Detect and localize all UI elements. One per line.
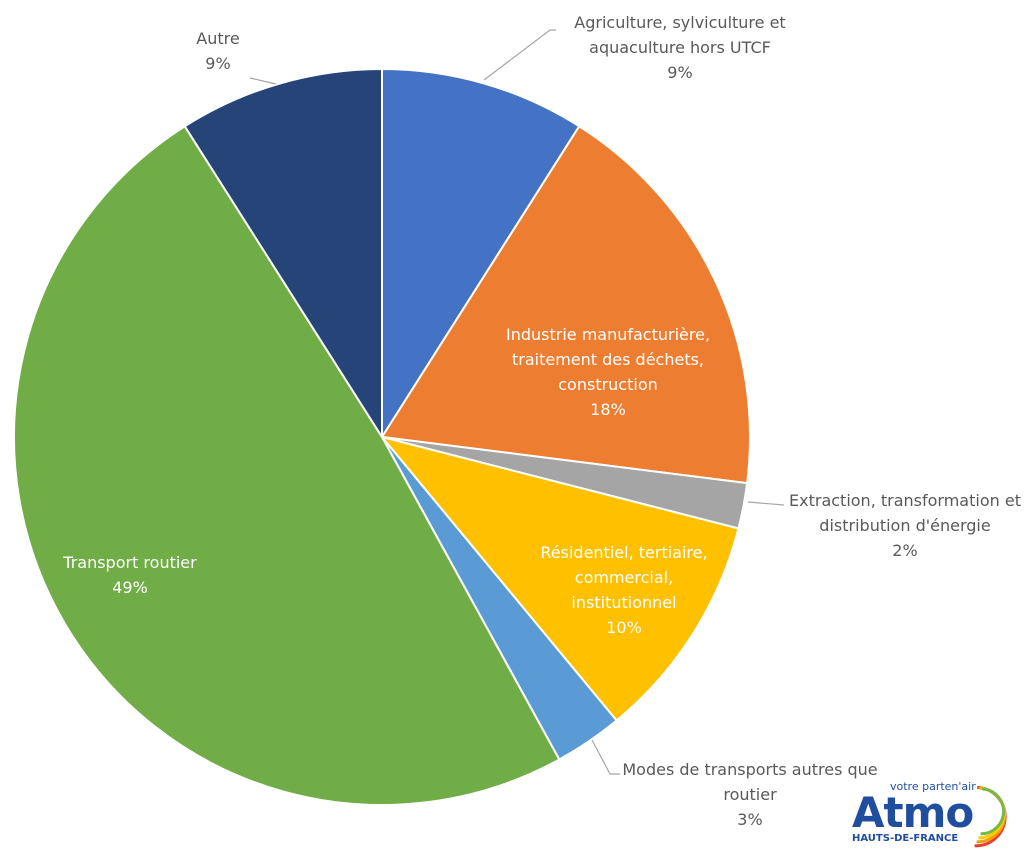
slice-label: Modes de transports autres que routier 3% [615, 757, 885, 832]
leader-line [591, 739, 620, 775]
pie-slice [380, 124, 751, 485]
logo-arc [980, 787, 1006, 836]
value-label: 18% [590, 400, 626, 419]
logo-region: HAUTS-DE-FRANCE [852, 833, 959, 844]
logo: votre parten'air Atmo HAUTS-DE-FRANCE [852, 780, 1012, 844]
pie-slice [183, 67, 383, 441]
category-label: Autre [196, 29, 240, 48]
pie-slice [381, 67, 581, 441]
category-label: Industrie manufacturière, traitement des… [505, 325, 711, 394]
category-label: Transport routier [63, 553, 197, 572]
slice-label: Autre 9% [168, 26, 268, 76]
category-label: Agriculture, sylviculture et aquaculture… [574, 13, 786, 57]
category-label: Résidentiel, tertiaire, commercial, inst… [540, 543, 708, 612]
leader-line [747, 501, 785, 506]
value-label: 9% [667, 63, 693, 82]
category-label: Extraction, transformation et distributi… [789, 491, 1021, 535]
value-label: 9% [205, 54, 231, 73]
slice-label: Agriculture, sylviculture et aquaculture… [545, 10, 815, 85]
value-label: 10% [606, 618, 642, 637]
pie-slice [379, 435, 740, 722]
value-label: 3% [737, 810, 763, 829]
slice-label: Transport routier 49% [30, 550, 230, 600]
leader-line [249, 77, 277, 85]
leader-line [483, 29, 556, 81]
value-label: 49% [112, 578, 148, 597]
slice-label: Résidentiel, tertiaire, commercial, inst… [524, 540, 724, 640]
slice-label: Extraction, transformation et distributi… [780, 488, 1027, 563]
logo-tagline: votre parten'air [890, 780, 976, 793]
logo-name: Atmo [852, 788, 974, 837]
pie-slice [13, 124, 561, 806]
category-label: Modes de transports autres que routier [622, 760, 878, 804]
slice-label: Industrie manufacturière, traitement des… [483, 322, 733, 422]
value-label: 2% [892, 541, 918, 560]
